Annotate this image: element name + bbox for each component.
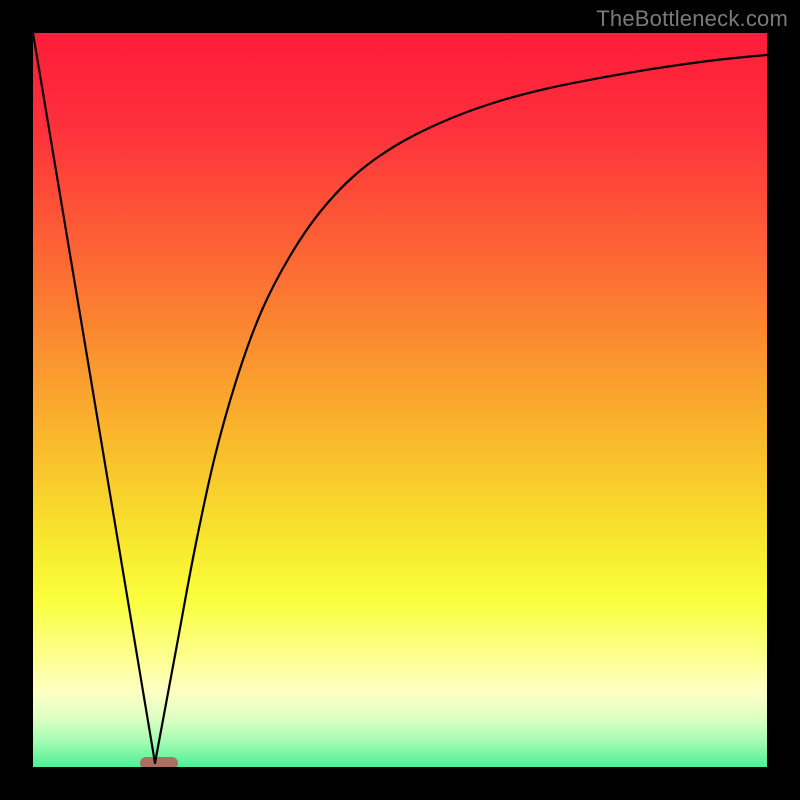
bottleneck-chart xyxy=(0,0,800,800)
watermark-text: TheBottleneck.com xyxy=(596,6,788,32)
chart-container: TheBottleneck.com xyxy=(0,0,800,800)
frame-border-bottom xyxy=(0,767,800,800)
frame-border-right xyxy=(767,0,800,800)
frame-border-left xyxy=(0,0,33,800)
gradient-plot-area xyxy=(33,33,790,790)
